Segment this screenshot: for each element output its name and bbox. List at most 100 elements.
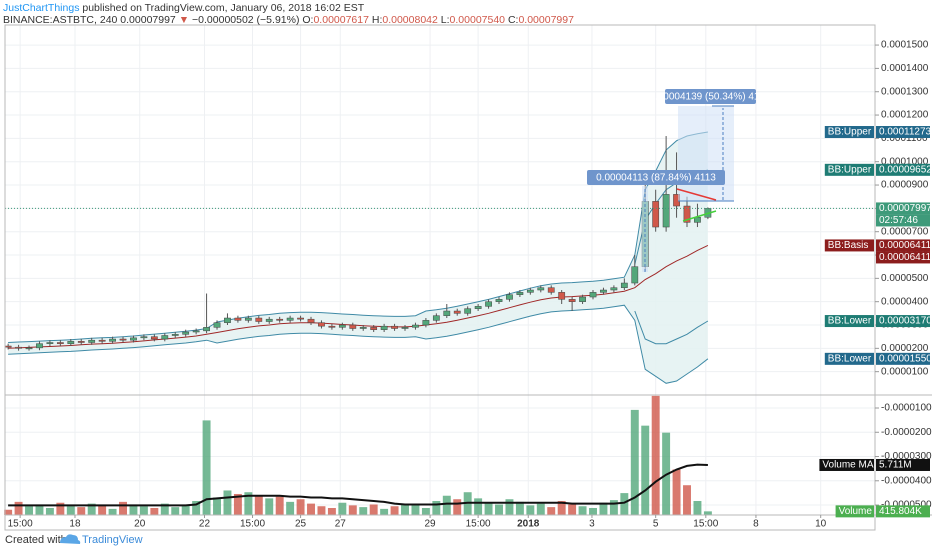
candle-body [652, 201, 660, 228]
x-tick-label: 2018 [517, 519, 540, 530]
volume-bar [286, 501, 295, 515]
axis-badge-label: 0.00009652 [879, 164, 932, 175]
y2-tick-label: -0.0000300 [881, 451, 932, 462]
brand[interactable]: TradingView [82, 534, 143, 546]
x-tick-label: 20 [134, 519, 146, 530]
y-tick-label: 0.0000200 [881, 343, 929, 354]
volume-bar [192, 500, 201, 515]
axis-badge [876, 239, 930, 252]
volume-bar [98, 505, 107, 515]
badge-name-box [835, 505, 874, 518]
x-tick-label: 3 [589, 519, 595, 530]
axis-badge [876, 458, 930, 471]
footer: Created with TradingView [5, 534, 143, 546]
volume-bar [421, 507, 430, 515]
axis-badge-label: 5.711M [879, 460, 912, 471]
measure-label-box [665, 89, 756, 104]
candle-body [526, 289, 534, 293]
x-tick-label: 18 [69, 519, 81, 530]
volume-bar [369, 504, 378, 515]
axis-badge [876, 505, 930, 518]
volume-bar [223, 490, 232, 515]
y-tick-label: 0.0000500 [881, 273, 929, 284]
volume-bar [348, 505, 357, 515]
candle-body [161, 335, 169, 340]
ohlc-value: 0.00008042 [382, 14, 438, 26]
badge-name-box [824, 352, 874, 365]
y-tick-label: 0.0000700 [881, 226, 929, 237]
change-arrow: ▼ [179, 14, 189, 26]
candle-body [286, 317, 294, 321]
candle-body [579, 296, 586, 302]
badge-name: BB:Lower [828, 316, 872, 327]
ohlc-key: L: [441, 14, 450, 26]
volume-bar [4, 509, 13, 515]
ohlc-value: 0.00007540 [450, 14, 506, 26]
volume-bar [578, 506, 587, 515]
x-tick-label: 27 [335, 519, 347, 530]
band-fill [8, 132, 708, 384]
measure-tools: 0.00004113 (87.84%) 4113 0.00004139 (50.… [587, 89, 771, 272]
volume-bar [641, 425, 650, 515]
candle-body [318, 322, 325, 327]
candle-body [662, 194, 670, 228]
badge-name-box [819, 458, 874, 471]
volume-bar [77, 507, 86, 515]
badge-name-box [824, 239, 874, 252]
volume-bar [630, 409, 639, 515]
volume-bar [327, 507, 336, 515]
candle-body [171, 334, 179, 336]
ohlc-key: C: [508, 14, 519, 26]
candle-body [25, 347, 33, 350]
candle-body [244, 317, 252, 321]
y-tick-label: 0.0000400 [881, 296, 929, 307]
y2-tick-label: -0.0000100 [881, 403, 932, 414]
volume-bar [171, 507, 180, 515]
candle-body [464, 308, 472, 314]
volume-bar [390, 506, 399, 515]
candle-body [432, 315, 440, 321]
volume-bar [254, 495, 263, 515]
symbol-line: BINANCE:ASTBTC, 240 0.00007997 ▼ −0.0000… [3, 14, 574, 26]
axis-badge-label: 415.804K [879, 506, 922, 517]
volume-bar [557, 500, 566, 515]
x-tick-label: 15:00 [466, 519, 491, 530]
x-tick-label: 15:00 [8, 519, 33, 530]
x-tick-label: 15:00 [693, 519, 718, 530]
volume-bar [119, 501, 127, 515]
volume-bar [129, 504, 138, 515]
volume-bar [213, 497, 221, 515]
candle-body [443, 310, 451, 316]
trend-line [676, 188, 717, 201]
badge-name: Volume [839, 506, 873, 517]
author[interactable]: JustChartThings [3, 2, 79, 14]
candle-body [568, 299, 576, 302]
axis-badge-label: 0.00001550 [879, 353, 932, 364]
candle-body [98, 339, 106, 342]
volume-bar [380, 508, 389, 515]
volume-bar [672, 469, 681, 515]
volume-bar [432, 500, 441, 515]
candle-body [380, 325, 388, 330]
countdown: 02:57:46 [879, 215, 918, 226]
last-price: 0.00007997 [120, 14, 176, 26]
change: −0.00000502 (−5.91%) [192, 14, 299, 26]
candle-body [412, 324, 419, 328]
ohlc-key: H: [372, 14, 383, 26]
volume-bar [160, 503, 169, 515]
plot [4, 131, 875, 515]
measure-area [678, 106, 734, 201]
candle-body [620, 282, 628, 288]
volume-bar [139, 506, 148, 515]
volume-bar [411, 505, 420, 515]
candle-body [109, 338, 116, 342]
candle-body [150, 336, 158, 340]
ohlc-key: O: [302, 14, 313, 26]
candle-body [56, 342, 64, 344]
candle-body [265, 318, 273, 322]
candle-body [119, 338, 127, 341]
y-tick-label: 0.0001400 [881, 63, 929, 74]
candle-body [224, 317, 231, 323]
